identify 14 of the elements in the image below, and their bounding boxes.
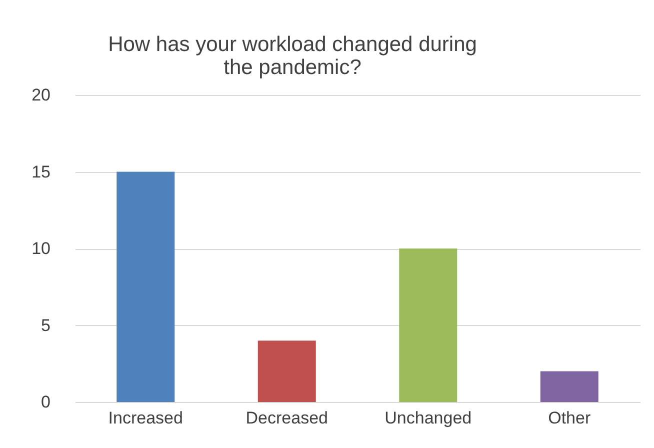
y-tick-label: 20 [32, 86, 50, 104]
x-tick-label: Other [548, 408, 591, 428]
chart-title: How has your workload changed during the pandemic? [108, 33, 477, 79]
y-tick-label: 5 [41, 316, 50, 335]
y-tick-label: 0 [41, 392, 50, 412]
x-tick-label: Unchanged [384, 408, 472, 428]
y-tick-label: 15 [32, 162, 50, 182]
x-tick-label: Decreased [246, 408, 328, 428]
x-tick-label: Increased [108, 408, 183, 428]
bar [399, 248, 458, 402]
bar [540, 371, 598, 402]
bar [116, 172, 175, 402]
y-tick-label: 10 [32, 239, 50, 258]
bar [258, 340, 316, 402]
